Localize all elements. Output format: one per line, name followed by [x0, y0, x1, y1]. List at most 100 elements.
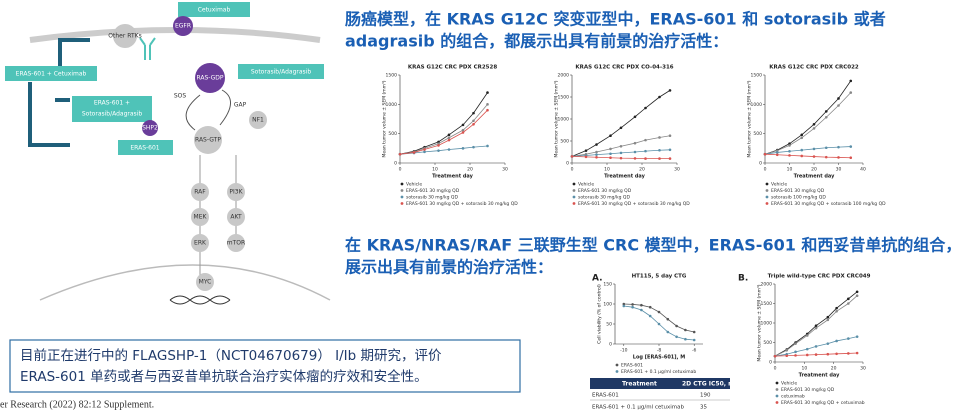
data-point — [668, 148, 672, 152]
data-point — [633, 141, 637, 145]
legend-marker — [775, 388, 779, 391]
data-point — [644, 106, 647, 110]
data-point — [619, 156, 623, 160]
data-point — [486, 108, 489, 112]
data-point — [800, 136, 804, 140]
data-point — [812, 147, 816, 151]
y-tick-label: 150 — [603, 282, 612, 288]
data-point — [785, 354, 789, 358]
note-text: ERAS-601 单药或者与西妥昔单抗联合治疗实体瘤的疗效和安全性。 — [20, 368, 428, 385]
x-tick-label: 40 — [860, 167, 866, 173]
legend-marker — [775, 381, 779, 385]
legend-marker — [400, 202, 404, 205]
data-point — [805, 334, 809, 337]
label: ERK — [194, 240, 207, 247]
legend-marker — [572, 195, 576, 199]
y-tick-label: 2000 — [761, 282, 773, 288]
data-point — [763, 152, 767, 156]
box — [238, 64, 324, 79]
legend-label: sotorasib 100 mg/kg QD — [771, 195, 826, 201]
data-point — [619, 126, 623, 130]
x-axis-label: Treatment day — [799, 373, 841, 379]
x-tick-label: 20 — [639, 167, 645, 173]
data-point — [423, 150, 426, 154]
data-point — [461, 131, 465, 134]
legend-label: ERAS-601 — [621, 363, 643, 369]
data-point — [631, 303, 634, 306]
arrow — [185, 89, 231, 131]
series-line — [764, 153, 851, 159]
data-point — [640, 308, 643, 312]
data-point — [835, 306, 838, 310]
data-point — [472, 145, 475, 149]
data-point — [775, 153, 779, 157]
x-tick-label: 10 — [787, 167, 793, 173]
data-point — [849, 145, 853, 148]
label: SHP2 — [142, 125, 158, 132]
x-tick-label: 10 — [604, 167, 610, 173]
y-tick-label: 50 — [606, 322, 612, 328]
label: mTOR — [227, 240, 245, 247]
heading: 在 KRAS/NRAS/RAF 三联野生型 CRC 模型中，ERAS-601 和… — [345, 236, 953, 255]
data-point — [835, 339, 838, 343]
label: SOS — [174, 93, 187, 100]
series-line — [764, 80, 852, 155]
note-text: 目前正在进行中的 FLAGSHP-1（NCT04670679） I/Ib 期研究… — [20, 347, 442, 364]
x-tick-label: 20 — [831, 366, 837, 372]
x-tick-label: 30 — [860, 366, 866, 372]
data-point — [668, 157, 672, 160]
label: ERAS-601 + — [94, 100, 130, 107]
data-point — [824, 115, 828, 119]
data-point — [640, 303, 643, 307]
chart-title: KRAS G12C CRC PDX CO-04-316 — [575, 65, 673, 71]
data-point — [824, 110, 828, 113]
y-tick-label: 1500 — [558, 95, 570, 101]
data-point — [461, 128, 465, 132]
legend-label: ERAS-601 30 mg/kg QD + sotorasib 100 mg/… — [771, 201, 886, 207]
data-point — [849, 91, 853, 94]
data-point — [826, 315, 830, 319]
data-point — [658, 136, 661, 139]
y-tick-label: 0 — [769, 360, 772, 366]
label: PI3K — [229, 189, 243, 196]
heading: 展示出具有前景的治疗活性： — [345, 258, 553, 277]
data-point — [486, 103, 489, 106]
y-axis-label: Mean tumor volume ± SEM (mm³) — [554, 80, 560, 157]
data-point — [657, 322, 661, 326]
data-point — [461, 123, 465, 127]
dna — [169, 295, 231, 305]
panel-label: B. — [738, 274, 748, 284]
y-tick-label: 0 — [759, 161, 762, 167]
pathway-diagram: Cetuximab EGFR Other RTKs ERAS-601 + Cet… — [5, 2, 331, 305]
legend-marker — [572, 182, 576, 186]
data-point — [472, 111, 475, 115]
legend-label: cetuximab — [781, 394, 805, 400]
table-header — [590, 378, 730, 389]
node — [227, 234, 245, 252]
data-point — [447, 133, 451, 137]
y-tick-label: 1500 — [751, 73, 763, 79]
table-cell: 35 — [700, 405, 707, 411]
data-point — [447, 136, 451, 140]
data-point — [855, 290, 859, 294]
label: Other RTKs — [108, 33, 141, 40]
data-point — [837, 145, 840, 149]
data-point — [666, 330, 670, 334]
legend-label: ERAS-601 30 mg/kg QD — [771, 188, 825, 194]
y-axis-label: Mean tumor volume ± SEM (mm³) — [382, 80, 388, 157]
data-point — [837, 156, 840, 159]
label: ERAS-601 + Cetuximab — [16, 71, 87, 78]
data-point — [609, 152, 612, 156]
y-tick-label: 0 — [609, 342, 612, 348]
data-point — [644, 149, 647, 153]
x-tick-label: 20 — [811, 167, 817, 173]
legend-marker — [775, 394, 779, 398]
data-point — [633, 150, 637, 154]
data-point — [423, 148, 426, 151]
data-point — [684, 328, 687, 332]
legend-marker — [615, 370, 619, 373]
data-point — [835, 352, 838, 356]
table-cell: 2D CTG IC50, nM — [682, 381, 738, 388]
data-point — [812, 155, 816, 158]
